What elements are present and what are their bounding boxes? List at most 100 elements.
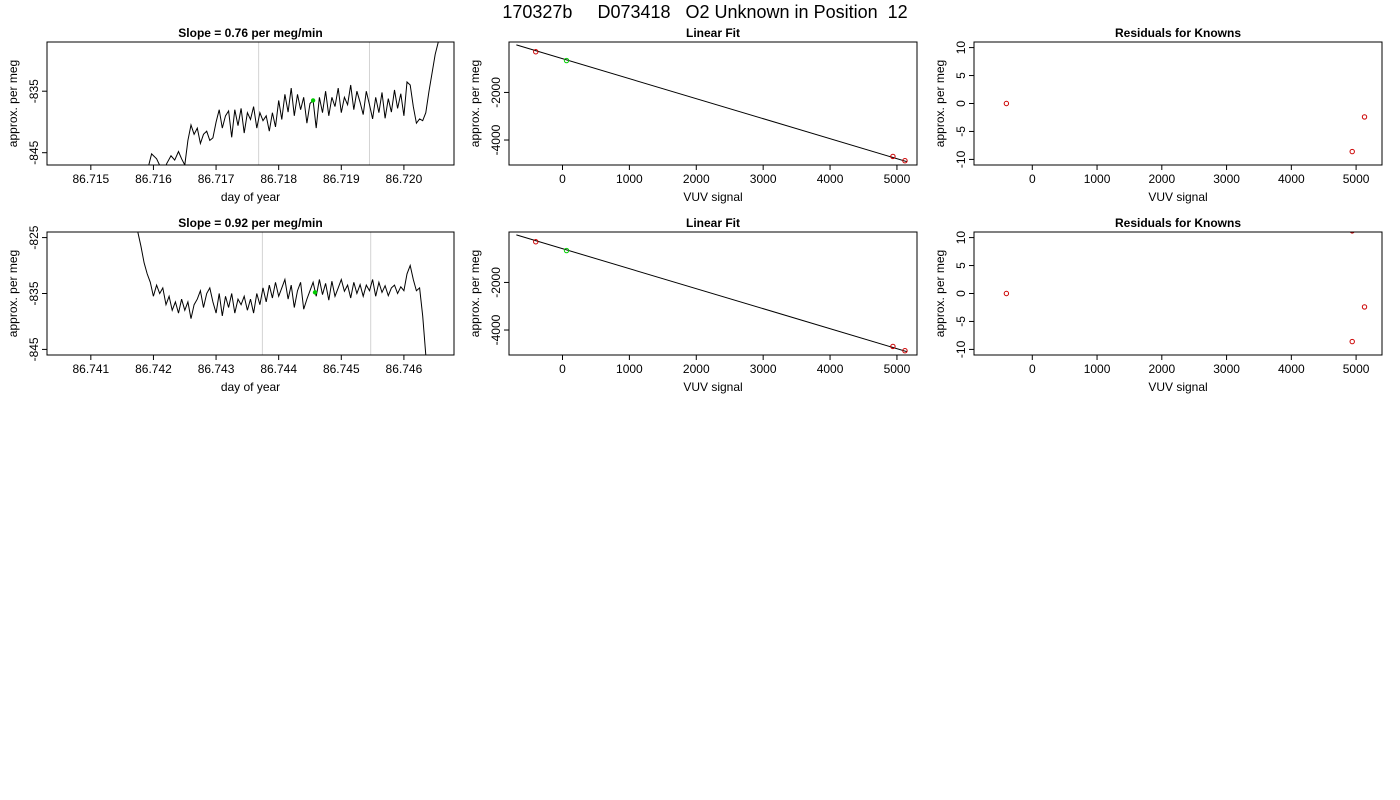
x-tick-label: 0 (559, 362, 566, 376)
x-tick-label: 2000 (683, 362, 710, 376)
data-point (1361, 304, 1368, 310)
chart-panel-6: Residuals for Knowns 0 1000 2000 3000 4000 500… (933, 216, 1383, 394)
chart-panel-1: Slope = 0.76 per meg/min 86.715 86.716 86.7… (6, 26, 455, 204)
y-tick-label: -5 (954, 316, 968, 327)
series-line (148, 42, 439, 165)
plot-frame (46, 231, 455, 356)
x-tick-label: 86.741 (72, 362, 109, 376)
chart-panel-5: Linear Fit 0 1000 2000 3000 4000 5000 -2000 -400… (468, 216, 918, 394)
y-tick-label: -825 (27, 225, 41, 249)
x-tick-label: 0 (1029, 172, 1036, 186)
plot-frame (46, 41, 455, 166)
x-tick-label: 86.716 (135, 172, 172, 186)
plot-frame (508, 41, 918, 166)
y-axis-label: approx. per meg (6, 250, 20, 337)
data-point (563, 247, 570, 254)
y-tick-label: -10 (954, 150, 968, 168)
x-tick-label: 4000 (817, 172, 844, 186)
chart-title: Residuals for Knowns (1115, 26, 1241, 40)
chart-panel-3: Residuals for Knowns 0 1000 2000 3000 4000 500… (933, 26, 1383, 204)
chart-title: Linear Fit (686, 216, 740, 230)
data-point (890, 153, 896, 160)
chart-panel-2: Linear Fit 0 1000 2000 3000 4000 5000 -2000 -400… (468, 26, 918, 204)
y-tick-label: 0 (954, 290, 968, 297)
x-tick-label: 86.742 (135, 362, 172, 376)
x-tick-label: 3000 (750, 172, 777, 186)
y-tick-label: 10 (954, 41, 968, 55)
x-tick-label: 86.746 (386, 362, 423, 376)
chart-title: Linear Fit (686, 26, 740, 40)
plot-area (516, 234, 908, 354)
chart-title: Slope = 0.76 per meg/min (178, 26, 322, 40)
y-tick-label: -845 (27, 140, 41, 164)
y-tick-label: -2000 (489, 77, 503, 108)
highlight-point (310, 98, 316, 103)
y-axis-label: approx. per meg (6, 60, 20, 147)
data-point (902, 158, 908, 164)
series-line (137, 232, 427, 355)
x-tick-label: 86.717 (198, 172, 235, 186)
x-axis-label: VUV signal (683, 190, 742, 204)
plot-area (516, 44, 908, 164)
x-tick-label: 1000 (1084, 172, 1111, 186)
x-axis-label: day of year (221, 380, 280, 394)
y-tick-label: -2000 (489, 267, 503, 298)
x-tick-label: 86.720 (386, 172, 423, 186)
data-point (1349, 232, 1355, 234)
x-tick-label: 86.743 (198, 362, 235, 376)
x-tick-label: 86.718 (260, 172, 297, 186)
x-tick-label: 86.744 (260, 362, 297, 376)
x-axis-label: VUV signal (1148, 380, 1207, 394)
chart-panel-4: Slope = 0.92 per meg/min 86.741 86.742 86.7… (6, 216, 455, 394)
x-tick-label: 5000 (884, 362, 911, 376)
data-point (1003, 100, 1010, 107)
fit-line (516, 44, 908, 163)
data-point (1349, 148, 1355, 155)
x-tick-label: 3000 (1213, 362, 1240, 376)
chart-title: Residuals for Knowns (1115, 216, 1241, 230)
x-axis-label: day of year (221, 190, 280, 204)
data-point (1349, 338, 1355, 345)
data-point (563, 57, 570, 64)
x-tick-label: 2000 (1148, 362, 1175, 376)
x-tick-label: 2000 (683, 172, 710, 186)
data-point (1361, 114, 1368, 120)
page-title: 170327b D073418 O2 Unknown in Position 1… (502, 2, 908, 22)
y-tick-label: -835 (27, 281, 41, 305)
x-tick-label: 4000 (817, 362, 844, 376)
y-tick-label: -845 (27, 337, 41, 361)
y-tick-label: -5 (954, 126, 968, 137)
plot-area (137, 232, 427, 355)
x-tick-label: 86.719 (323, 172, 360, 186)
x-tick-label: 1000 (616, 172, 643, 186)
x-axis-label: VUV signal (1148, 190, 1207, 204)
x-tick-label: 1000 (616, 362, 643, 376)
y-tick-label: -4000 (489, 124, 503, 155)
x-tick-label: 86.715 (72, 172, 109, 186)
y-axis-label: approx. per meg (933, 60, 947, 147)
fit-line (516, 234, 908, 353)
x-axis-label: VUV signal (683, 380, 742, 394)
x-tick-label: 3000 (750, 362, 777, 376)
y-tick-label: -10 (954, 340, 968, 358)
highlight-point (312, 290, 318, 295)
x-tick-label: 2000 (1148, 172, 1175, 186)
plot-area (148, 42, 439, 165)
y-tick-label: 10 (954, 231, 968, 245)
x-tick-label: 86.745 (323, 362, 360, 376)
x-tick-label: 1000 (1084, 362, 1111, 376)
x-tick-label: 0 (559, 172, 566, 186)
x-tick-label: 0 (1029, 362, 1036, 376)
data-point (902, 348, 908, 354)
x-tick-label: 4000 (1278, 362, 1305, 376)
x-tick-label: 5000 (1343, 362, 1370, 376)
plot-area (1003, 100, 1368, 155)
x-tick-label: 4000 (1278, 172, 1305, 186)
data-point (1003, 290, 1010, 297)
data-point (890, 343, 896, 350)
data-point (533, 49, 539, 55)
y-tick-label: 5 (954, 72, 968, 79)
x-tick-label: 3000 (1213, 172, 1240, 186)
x-tick-label: 5000 (884, 172, 911, 186)
